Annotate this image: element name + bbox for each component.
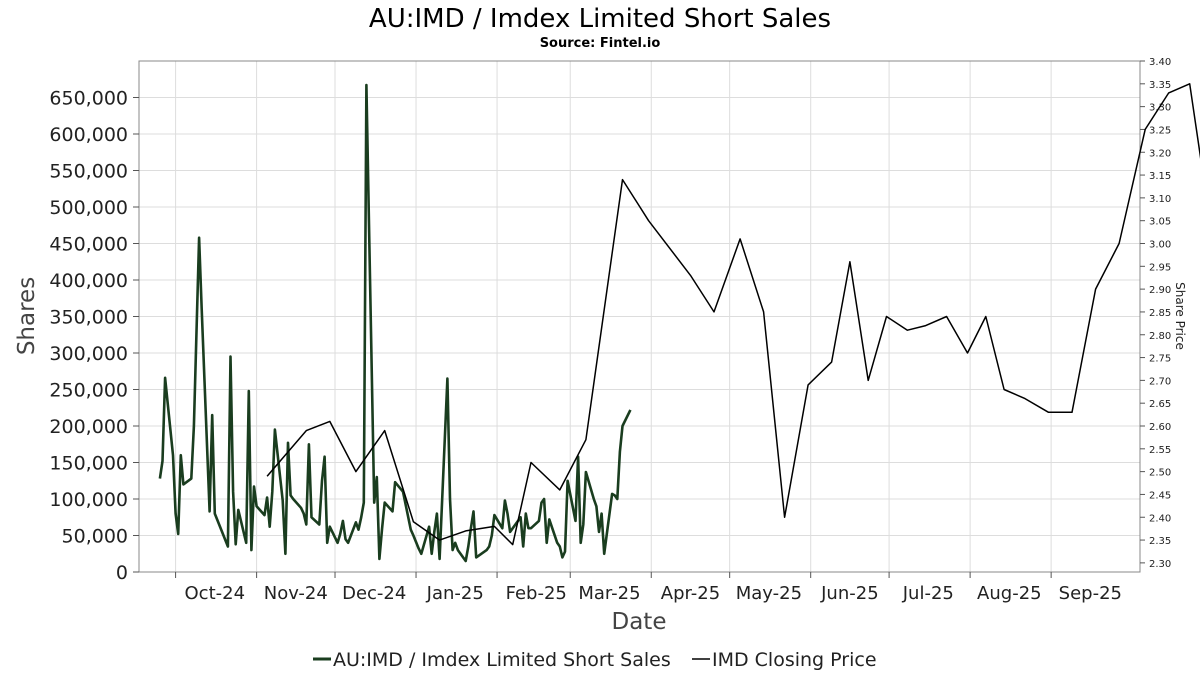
- left-axis-ticks: 0 50,000 100,000 150,000 200,000 250,000 300,0…: [49, 88, 139, 584]
- right-tick-label: 2.45: [1149, 490, 1171, 501]
- right-tick-label: 3.05: [1149, 217, 1171, 228]
- x-tick-label: Dec-24: [342, 583, 406, 604]
- chart-title: AU:IMD / Imdex Limited Short Sales: [369, 4, 831, 34]
- right-tick-label: 2.65: [1149, 399, 1171, 410]
- right-tick-label: 3.25: [1149, 125, 1171, 136]
- right-tick-label: 2.90: [1149, 285, 1171, 296]
- left-tick-label: 500,000: [49, 197, 128, 219]
- series-layer: [158, 83, 1200, 563]
- y-axis-label-left: Shares: [14, 277, 40, 355]
- right-tick-label: 2.30: [1149, 559, 1171, 570]
- right-tick-label: 3.30: [1149, 103, 1171, 114]
- x-tick-label: Jan-25: [426, 583, 484, 604]
- right-tick-label: 3.40: [1149, 57, 1171, 68]
- short-sales-line: [158, 83, 632, 563]
- right-tick-label: 2.35: [1149, 536, 1171, 547]
- x-tick-label: Feb-25: [506, 583, 567, 604]
- left-tick-label: 100,000: [49, 489, 128, 511]
- x-axis-ticks: Oct-24 Nov-24 Dec-24 Jan-25 Feb-25 Mar-25 Apr-…: [175, 572, 1122, 604]
- right-tick-label: 3.15: [1149, 171, 1171, 182]
- left-tick-label: 400,000: [49, 270, 128, 292]
- x-tick-label: Oct-24: [185, 583, 246, 604]
- right-tick-label: 2.60: [1149, 422, 1171, 433]
- right-tick-label: 3.00: [1149, 240, 1171, 251]
- closing-price-line: [266, 83, 1200, 546]
- right-tick-label: 2.80: [1149, 331, 1171, 342]
- chart-subtitle: Source: Fintel.io: [540, 36, 661, 51]
- left-tick-label: 600,000: [49, 124, 128, 146]
- right-axis-ticks: 2.30 2.35 2.40 2.45 2.50 2.55 2.60 2.65 2.70 2.75…: [1140, 57, 1171, 570]
- right-tick-label: 3.35: [1149, 80, 1171, 91]
- right-tick-label: 2.85: [1149, 308, 1171, 319]
- left-tick-label: 50,000: [62, 526, 128, 548]
- left-tick-label: 0: [116, 562, 128, 584]
- left-tick-label: 200,000: [49, 416, 128, 438]
- left-tick-label: 450,000: [49, 234, 128, 256]
- left-tick-label: 150,000: [49, 453, 128, 475]
- x-tick-label: May-25: [736, 583, 802, 604]
- right-tick-label: 3.20: [1149, 148, 1171, 159]
- x-axis-label: Date: [612, 609, 667, 635]
- right-tick-label: 2.40: [1149, 513, 1171, 524]
- left-tick-label: 300,000: [49, 343, 128, 365]
- gridlines: [139, 61, 1140, 573]
- right-tick-label: 2.75: [1149, 354, 1171, 365]
- left-tick-label: 550,000: [49, 161, 128, 183]
- x-tick-label: Sep-25: [1059, 583, 1122, 604]
- right-tick-label: 2.95: [1149, 262, 1171, 273]
- right-tick-label: 2.55: [1149, 445, 1171, 456]
- legend-label-short-sales: AU:IMD / Imdex Limited Short Sales: [333, 649, 671, 671]
- right-tick-label: 3.10: [1149, 194, 1171, 205]
- right-tick-label: 2.50: [1149, 468, 1171, 479]
- x-tick-label: Apr-25: [661, 583, 720, 604]
- x-tick-label: Jun-25: [820, 583, 879, 604]
- y-axis-label-right: Share Price: [1173, 282, 1187, 350]
- x-tick-label: Jul-25: [902, 583, 954, 604]
- left-tick-label: 250,000: [49, 380, 128, 402]
- x-tick-label: Aug-25: [977, 583, 1042, 604]
- x-tick-label: Nov-24: [264, 583, 328, 604]
- right-tick-label: 2.70: [1149, 376, 1171, 387]
- x-tick-label: Mar-25: [578, 583, 640, 604]
- legend: AU:IMD / Imdex Limited Short Sales IMD C…: [313, 649, 877, 671]
- left-tick-label: 350,000: [49, 307, 128, 329]
- left-tick-label: 650,000: [49, 88, 128, 110]
- legend-label-closing-price: IMD Closing Price: [712, 649, 877, 671]
